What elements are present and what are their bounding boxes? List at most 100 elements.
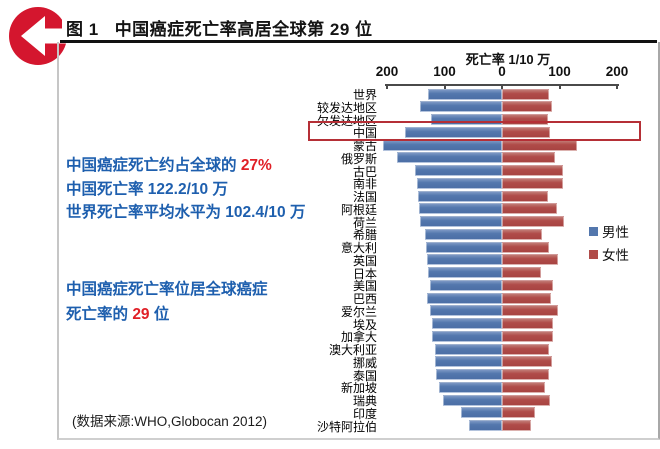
figure-title-text: 中国癌症死亡率高居全球第 29 位 bbox=[114, 20, 373, 39]
bar-male-1 bbox=[419, 101, 502, 113]
content-frame bbox=[57, 42, 660, 440]
category-label: 意大利 bbox=[340, 241, 377, 255]
bar-male-3 bbox=[404, 126, 502, 138]
bar-female-5 bbox=[502, 152, 555, 164]
annotation-line-4: 中国癌症死亡率位居全球癌症 bbox=[66, 281, 268, 298]
bar-male-20 bbox=[434, 343, 502, 355]
annotation-line-1-text: 中国癌症死亡约占全球的 bbox=[66, 157, 241, 174]
axis-tick-label: 200 bbox=[605, 64, 629, 79]
bar-female-20 bbox=[502, 343, 549, 355]
category-label: 澳大利亚 bbox=[328, 343, 377, 357]
bar-female-22 bbox=[502, 369, 549, 380]
axis-tick-mark bbox=[386, 84, 388, 89]
bar-male-17 bbox=[429, 305, 502, 317]
bar-female-9 bbox=[502, 203, 557, 215]
back-arrow-icon bbox=[9, 7, 67, 65]
title-underline bbox=[60, 40, 657, 43]
bar-female-13 bbox=[502, 254, 559, 266]
bar-female-8 bbox=[502, 190, 548, 202]
bar-female-3 bbox=[502, 126, 551, 138]
axis-tick-mark bbox=[558, 84, 561, 89]
bar-female-2 bbox=[502, 114, 548, 125]
category-label: 泰国 bbox=[352, 368, 377, 383]
category-label: 埃及 bbox=[352, 317, 377, 332]
category-label: 希腊 bbox=[352, 228, 377, 243]
axis-tick-mark bbox=[616, 84, 618, 89]
axis-title: 死亡率 1/10 万 bbox=[465, 52, 551, 67]
category-label: 瑞典 bbox=[352, 394, 377, 408]
annotation-line-5: 死亡率的 29 位 bbox=[66, 302, 268, 327]
bar-male-18 bbox=[431, 318, 502, 329]
bar-male-12 bbox=[426, 241, 502, 253]
bar-male-25 bbox=[461, 407, 502, 419]
data-source-note: (数据来源:WHO,Globocan 2012) bbox=[72, 414, 268, 429]
axis-tick-mark bbox=[443, 84, 446, 89]
bar-male-5 bbox=[397, 152, 502, 164]
figure-label: 图 1 bbox=[66, 20, 99, 39]
category-label: 巴西 bbox=[352, 292, 377, 306]
bar-male-11 bbox=[424, 228, 502, 240]
bar-female-6 bbox=[502, 165, 563, 176]
bar-male-7 bbox=[416, 177, 502, 189]
bar-female-25 bbox=[502, 407, 536, 419]
category-label: 美国 bbox=[352, 279, 377, 294]
category-label: 印度 bbox=[352, 406, 377, 421]
annotation-line-5-suffix: 位 bbox=[149, 306, 170, 323]
bar-female-18 bbox=[502, 318, 553, 329]
bar-female-24 bbox=[502, 394, 551, 406]
category-label: 日本 bbox=[352, 266, 377, 281]
bar-female-1 bbox=[502, 101, 553, 113]
annotation-block-global-share: 中国癌症死亡约占全球的 27% 中国死亡率 122.2/10 万 世界死亡率平均… bbox=[66, 154, 305, 225]
category-label: 中国 bbox=[352, 126, 377, 141]
annotation-line-3: 世界死亡率平均水平为 102.4/10 万 bbox=[66, 204, 306, 221]
bar-male-26 bbox=[468, 420, 502, 431]
bar-male-6 bbox=[415, 165, 502, 176]
bar-female-16 bbox=[502, 292, 552, 304]
category-label: 欠发达地区 bbox=[316, 113, 377, 128]
page-title: 图 1 中国癌症死亡率高居全球第 29 位 bbox=[62, 15, 377, 40]
category-label: 蒙古 bbox=[352, 139, 377, 153]
bar-male-13 bbox=[427, 254, 502, 266]
category-label: 爱尔兰 bbox=[340, 304, 377, 319]
bar-female-26 bbox=[502, 420, 531, 431]
bar-male-10 bbox=[419, 216, 502, 227]
legend-item-female: 女性 bbox=[589, 244, 629, 264]
category-label: 英国 bbox=[352, 253, 377, 268]
legend-label-female: 女性 bbox=[602, 248, 629, 263]
category-label: 新加坡 bbox=[340, 381, 377, 396]
bar-female-23 bbox=[502, 381, 546, 393]
bar-male-23 bbox=[439, 381, 502, 393]
annotation-line-5-highlight: 29 bbox=[132, 306, 150, 323]
annotation-line-2: 中国死亡率 122.2/10 万 bbox=[66, 180, 228, 198]
category-label: 挪威 bbox=[352, 355, 377, 370]
category-label: 较发达地区 bbox=[316, 100, 377, 115]
bar-male-9 bbox=[419, 203, 502, 215]
axis-tick-mark bbox=[501, 84, 503, 89]
bar-female-21 bbox=[502, 356, 553, 368]
bar-male-24 bbox=[443, 394, 502, 406]
bar-female-4 bbox=[502, 139, 577, 151]
axis-tick-label: 0 bbox=[498, 64, 506, 79]
category-label: 阿根廷 bbox=[340, 202, 377, 217]
axis-tick-label: 200 bbox=[375, 64, 399, 79]
bar-male-4 bbox=[382, 139, 502, 151]
bar-male-16 bbox=[427, 292, 502, 304]
category-label: 沙特阿拉伯 bbox=[316, 419, 377, 434]
bar-male-2 bbox=[430, 114, 502, 125]
bar-female-10 bbox=[502, 216, 564, 227]
bar-male-15 bbox=[429, 279, 502, 291]
bar-female-12 bbox=[502, 241, 550, 253]
legend-swatch-male-icon bbox=[589, 226, 598, 236]
chart-legend: 男性 女性 bbox=[589, 221, 629, 267]
category-label: 俄罗斯 bbox=[340, 151, 377, 166]
bar-female-14 bbox=[502, 267, 542, 278]
category-label: 古巴 bbox=[352, 164, 377, 179]
bar-female-0 bbox=[502, 88, 550, 100]
bar-male-19 bbox=[432, 330, 502, 342]
bar-male-22 bbox=[435, 369, 502, 380]
bar-male-21 bbox=[434, 356, 502, 368]
category-label: 加拿大 bbox=[340, 330, 377, 345]
highlight-box-china bbox=[308, 121, 641, 141]
category-label: 世界 bbox=[352, 88, 377, 102]
